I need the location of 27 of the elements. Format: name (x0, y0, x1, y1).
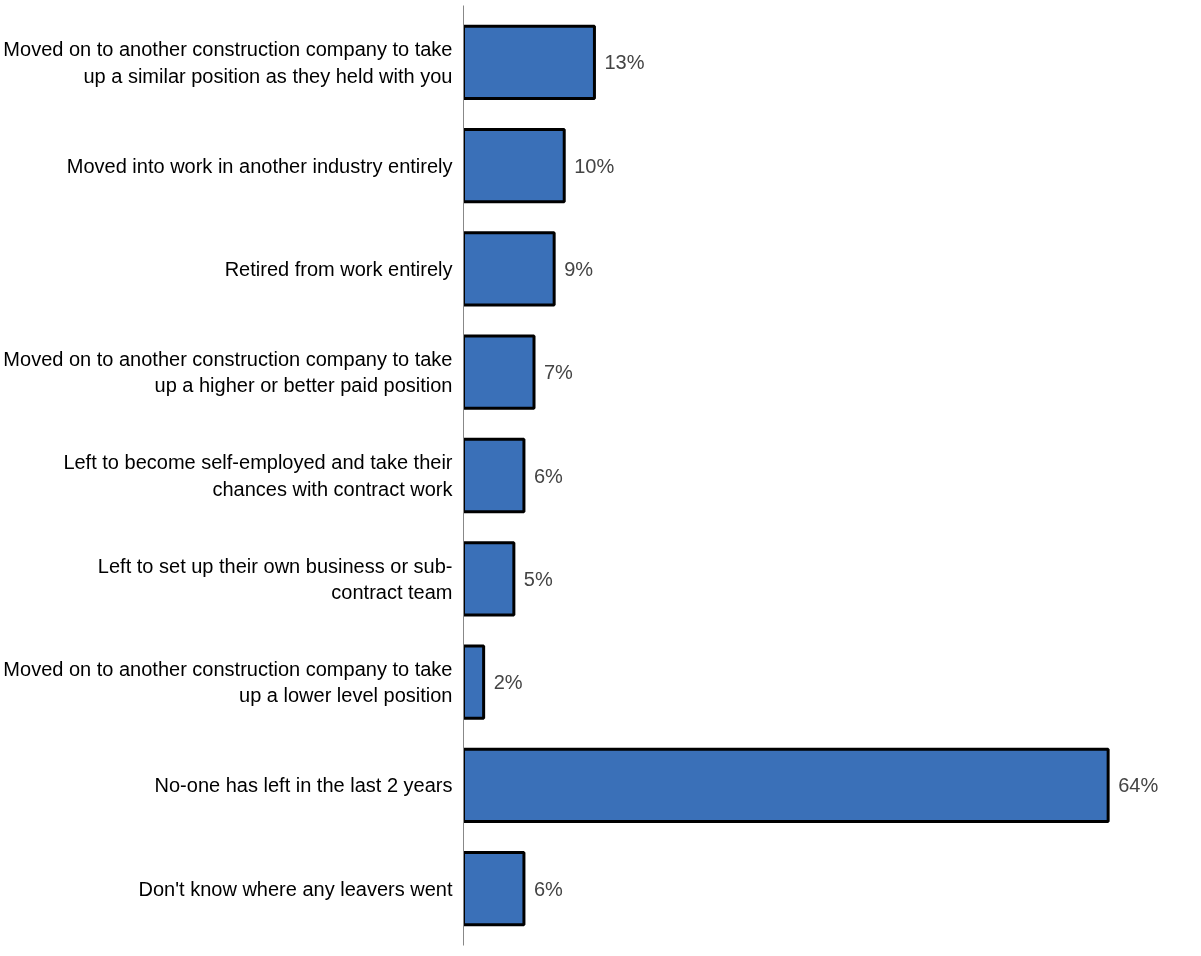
data-label: 7% (544, 361, 574, 384)
y-tick-label: Retired from work entirely (224, 257, 453, 280)
bar (463, 851, 526, 927)
y-tick-label: Moved into work in another industry entirely (66, 154, 453, 177)
data-label: 2% (493, 671, 523, 694)
bar (463, 24, 596, 100)
data-label: 9% (564, 257, 594, 280)
bar (463, 334, 536, 410)
bar (463, 541, 516, 617)
bar (463, 747, 1110, 824)
y-tick-label: No-one has left in the last 2 years (154, 774, 453, 797)
y-tick-label: Moved on to another construction company to take up a higher or better paid position (3, 348, 453, 397)
y-tick-label: Moved on to another construction company to take up a similar position as they held with you (3, 38, 453, 87)
bar (463, 231, 556, 307)
data-label: 13% (604, 51, 645, 74)
y-tick-label: Left to set up their own business or sub-contract team (97, 554, 453, 603)
data-label: 5% (523, 567, 553, 590)
bar (463, 644, 486, 720)
data-label: 64% (1118, 774, 1159, 797)
data-label: 6% (533, 464, 564, 487)
data-label: 10% (574, 154, 615, 177)
y-tick-label: Left to become self-employed and take their chances with contract work (63, 451, 454, 500)
data-label: 6% (533, 877, 564, 900)
bar (463, 127, 566, 204)
y-tick-label: Don't know where any leavers went (138, 877, 453, 900)
bar (463, 437, 526, 514)
y-tick-label: Moved on to another construction company to take up a lower level position (3, 657, 453, 707)
